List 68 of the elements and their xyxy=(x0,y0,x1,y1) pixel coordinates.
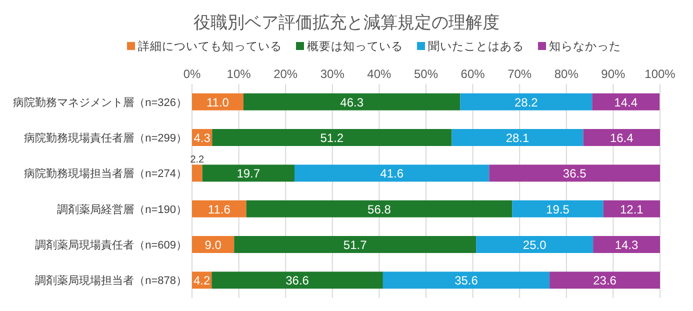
data-label: 19.5 xyxy=(546,202,570,216)
bar xyxy=(192,200,246,218)
bar xyxy=(592,93,660,110)
data-label: 36.6 xyxy=(286,274,310,288)
y-tick-label: 調剤薬局現場責任者（n=609） xyxy=(35,238,187,252)
data-label: 12.1 xyxy=(620,202,644,216)
data-label: 25.0 xyxy=(522,238,547,252)
x-tick-label: 40% xyxy=(367,67,392,81)
data-label: 11.0 xyxy=(206,95,230,110)
data-label: 23.6 xyxy=(593,274,617,288)
x-tick-label: 80% xyxy=(554,67,579,81)
bar xyxy=(382,272,550,289)
data-label: 56.8 xyxy=(368,202,392,216)
bar xyxy=(489,164,660,182)
data-label: 14.4 xyxy=(614,95,638,110)
data-label: 4.2 xyxy=(193,274,210,288)
chart-title: 役職別ベア評価拡充と減算規定の理解度 xyxy=(194,13,500,32)
data-label: 11.6 xyxy=(208,202,231,216)
bar xyxy=(294,164,490,182)
x-tick-label: 90% xyxy=(601,67,626,81)
y-tick-label: 調剤薬局現場担当者（n=878） xyxy=(35,274,187,288)
y-tick-label: 病院勤務現場担当者層（n=274） xyxy=(24,167,187,180)
bar xyxy=(476,236,594,253)
bar xyxy=(603,200,660,218)
data-label: 19.7 xyxy=(236,166,260,181)
bar xyxy=(243,93,460,110)
legend-label: 詳細についても知っている xyxy=(138,40,282,53)
bar xyxy=(550,272,660,289)
legend-label: 概要は知っている xyxy=(307,40,403,53)
data-label: 41.6 xyxy=(380,166,404,181)
data-label: 28.2 xyxy=(514,95,538,110)
data-label: 16.4 xyxy=(610,131,634,145)
x-tick-label: 70% xyxy=(508,67,532,81)
bar xyxy=(192,164,202,182)
legend-label: 聞いたことはある xyxy=(428,40,524,53)
data-label: 51.2 xyxy=(320,131,344,145)
bar xyxy=(192,93,244,110)
x-tick-label: 100% xyxy=(644,67,676,81)
bar xyxy=(512,200,604,218)
bar xyxy=(212,272,383,289)
legend-label: 知らなかった xyxy=(549,40,621,53)
x-tick-label: 30% xyxy=(320,67,345,81)
y-tick-label: 調剤薬局経営層（n=190） xyxy=(57,202,187,216)
data-label: 35.6 xyxy=(454,274,478,288)
data-label: 28.1 xyxy=(506,131,530,145)
x-tick-label: 60% xyxy=(460,67,486,81)
bar xyxy=(460,93,592,110)
bar xyxy=(593,236,660,253)
data-label: 9.0 xyxy=(204,238,222,252)
bar xyxy=(246,200,512,218)
bar xyxy=(192,236,234,253)
x-tick-label: 10% xyxy=(226,67,252,81)
bar xyxy=(583,129,660,146)
bar xyxy=(202,164,294,182)
data-label: 36.5 xyxy=(562,166,587,181)
x-tick-label: 0% xyxy=(183,67,201,81)
y-tick-label: 病院勤務現場責任者層（n=299） xyxy=(24,132,187,144)
x-tick-label: 50% xyxy=(414,67,438,81)
y-tick-label: 病院勤務マネジメント層（n=326） xyxy=(13,96,187,109)
data-label: 2.2 xyxy=(190,154,205,166)
bar xyxy=(234,236,476,253)
bar xyxy=(452,129,584,146)
bar xyxy=(212,129,452,146)
data-label: 14.3 xyxy=(614,238,639,252)
data-label: 46.3 xyxy=(340,95,364,110)
data-label: 51.7 xyxy=(343,238,368,252)
x-tick-label: 20% xyxy=(274,67,298,81)
data-label: 4.3 xyxy=(194,131,211,145)
